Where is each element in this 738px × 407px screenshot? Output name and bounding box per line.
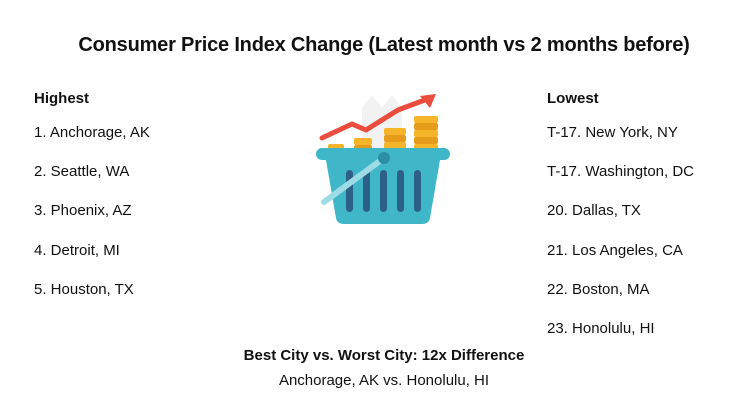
shopping-basket-icon	[310, 90, 458, 230]
highest-item: 2. Seattle, WA	[34, 163, 130, 181]
highest-heading: Highest	[34, 90, 90, 107]
highest-item: 1. Anchorage, AK	[34, 124, 150, 141]
lowest-item: 21. Los Angeles, CA	[547, 241, 683, 259]
lowest-list: T-17. New York, NY T-17. Washington, DC …	[547, 124, 694, 359]
highest-item: 3. Phoenix, AZ	[34, 202, 132, 220]
trend-arrow-icon	[319, 94, 436, 141]
lowest-item: 22. Boston, MA	[547, 280, 650, 298]
page-title: Consumer Price Index Change (Latest mont…	[78, 34, 690, 56]
lowest-item: T-17. New York, NY	[547, 124, 678, 141]
lowest-item: T-17. Washington, DC	[547, 163, 695, 181]
lowest-item: 20. Dallas, TX	[547, 202, 641, 220]
lowest-heading: Lowest	[547, 90, 599, 107]
highest-item: 4. Detroit, MI	[34, 241, 120, 259]
highest-item: 5. Houston, TX	[34, 280, 134, 298]
highest-list: 1. Anchorage, AK 2. Seattle, WA 3. Phoen…	[34, 124, 150, 320]
footer-headline: Best City vs. Worst City: 12x Difference	[243, 347, 525, 364]
lowest-item: 23. Honolulu, HI	[547, 319, 655, 337]
footer-subline: Anchorage, AK vs. Honolulu, HI	[278, 372, 490, 389]
